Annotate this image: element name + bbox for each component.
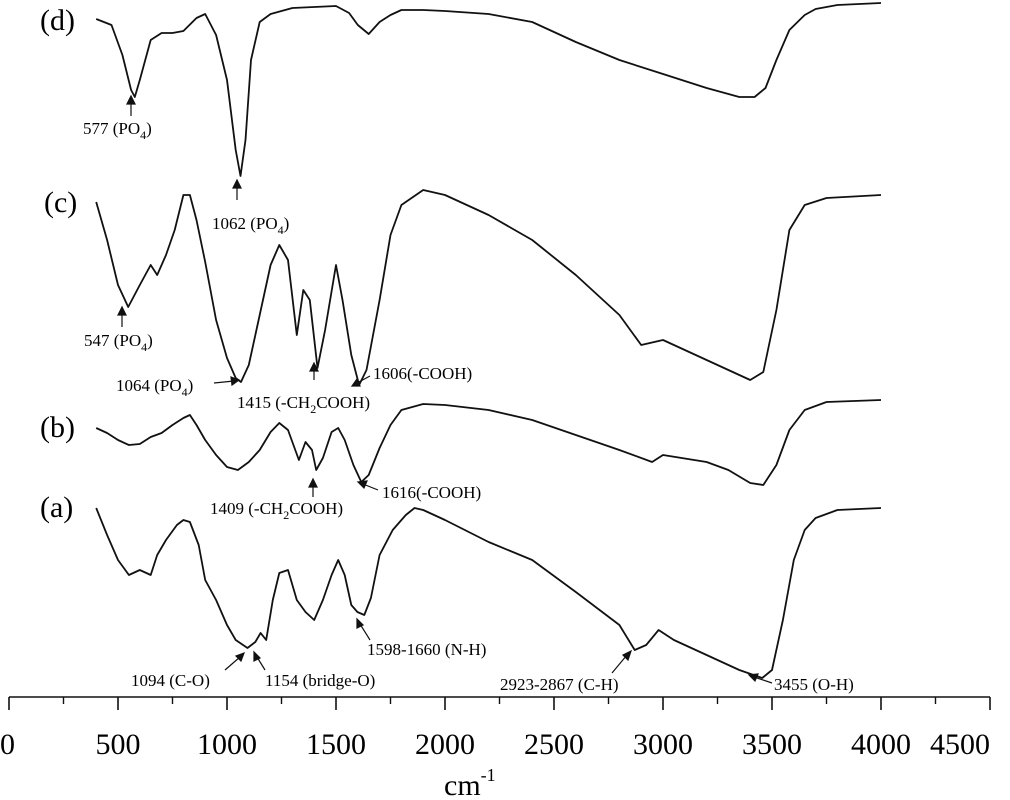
- annotation-arrows: [117, 94, 773, 684]
- arrow-1598: [356, 617, 371, 641]
- series-label-b: (b): [40, 411, 75, 444]
- series-layer: [95, 2, 882, 679]
- series-label-a: (a): [40, 491, 73, 524]
- arrow-3455: [747, 673, 773, 684]
- x-tick-label: 2000: [415, 728, 475, 761]
- ann-1154: 1154 (bridge-O): [265, 671, 375, 690]
- ann-1094: 1094 (C-O): [131, 671, 210, 690]
- ann-1409: 1409 (-CH2COOH): [210, 499, 343, 522]
- ann-577: 577 (PO4): [83, 119, 152, 142]
- x-tick-label: 500: [96, 728, 141, 761]
- x-tick-label: 0: [0, 728, 15, 761]
- arrow-1062: [232, 178, 242, 200]
- spectrum-line-a: [95, 507, 882, 679]
- arrow-1154: [253, 650, 266, 671]
- x-axis-ticks: 0 500 1000 1500 2000 2500 3000 3500 4000 4500: [0, 697, 991, 761]
- x-tick-label: 2500: [524, 728, 584, 761]
- arrow-547: [117, 305, 127, 327]
- ann-1062: 1062 (PO4): [212, 214, 289, 237]
- series-label-d: (d): [40, 4, 75, 37]
- arrow-577: [126, 94, 136, 116]
- x-tick-label: 1500: [306, 728, 366, 761]
- arrow-1616: [356, 480, 379, 491]
- x-axis-title: cm-1: [444, 765, 496, 800]
- ann-1064: 1064 (PO4): [116, 376, 193, 399]
- spectrum-line-c: [95, 189, 882, 386]
- x-tick-label: 1000: [197, 728, 257, 761]
- arrow-1409: [308, 477, 318, 497]
- annotation-labels: 577 (PO4) 1062 (PO4) 547 (PO4) 1064 (PO4…: [83, 119, 854, 694]
- ann-1606: 1606(-COOH): [373, 364, 472, 383]
- ann-1616: 1616(-COOH): [382, 483, 481, 502]
- ann-547: 547 (PO4): [84, 331, 153, 354]
- x-tick-label: 4000: [851, 728, 911, 761]
- arrow-1415: [309, 361, 319, 380]
- arrow-2923: [611, 649, 633, 674]
- ann-3455: 3455 (O-H): [774, 675, 854, 694]
- x-tick-label: 3000: [633, 728, 693, 761]
- arrow-1606: [350, 375, 371, 387]
- arrow-1064: [213, 376, 241, 387]
- x-tick-label: 3500: [742, 728, 802, 761]
- ann-1415: 1415 (-CH2COOH): [237, 393, 370, 416]
- spectrum-line-d: [95, 2, 882, 177]
- spectrum-line-b: [95, 399, 882, 486]
- series-label-c: (c): [44, 186, 77, 219]
- arrow-1094: [224, 651, 246, 671]
- x-tick-label: 4500: [930, 728, 990, 761]
- ann-2923: 2923-2867 (C-H): [500, 675, 619, 694]
- ann-1598: 1598-1660 (N-H): [367, 640, 486, 659]
